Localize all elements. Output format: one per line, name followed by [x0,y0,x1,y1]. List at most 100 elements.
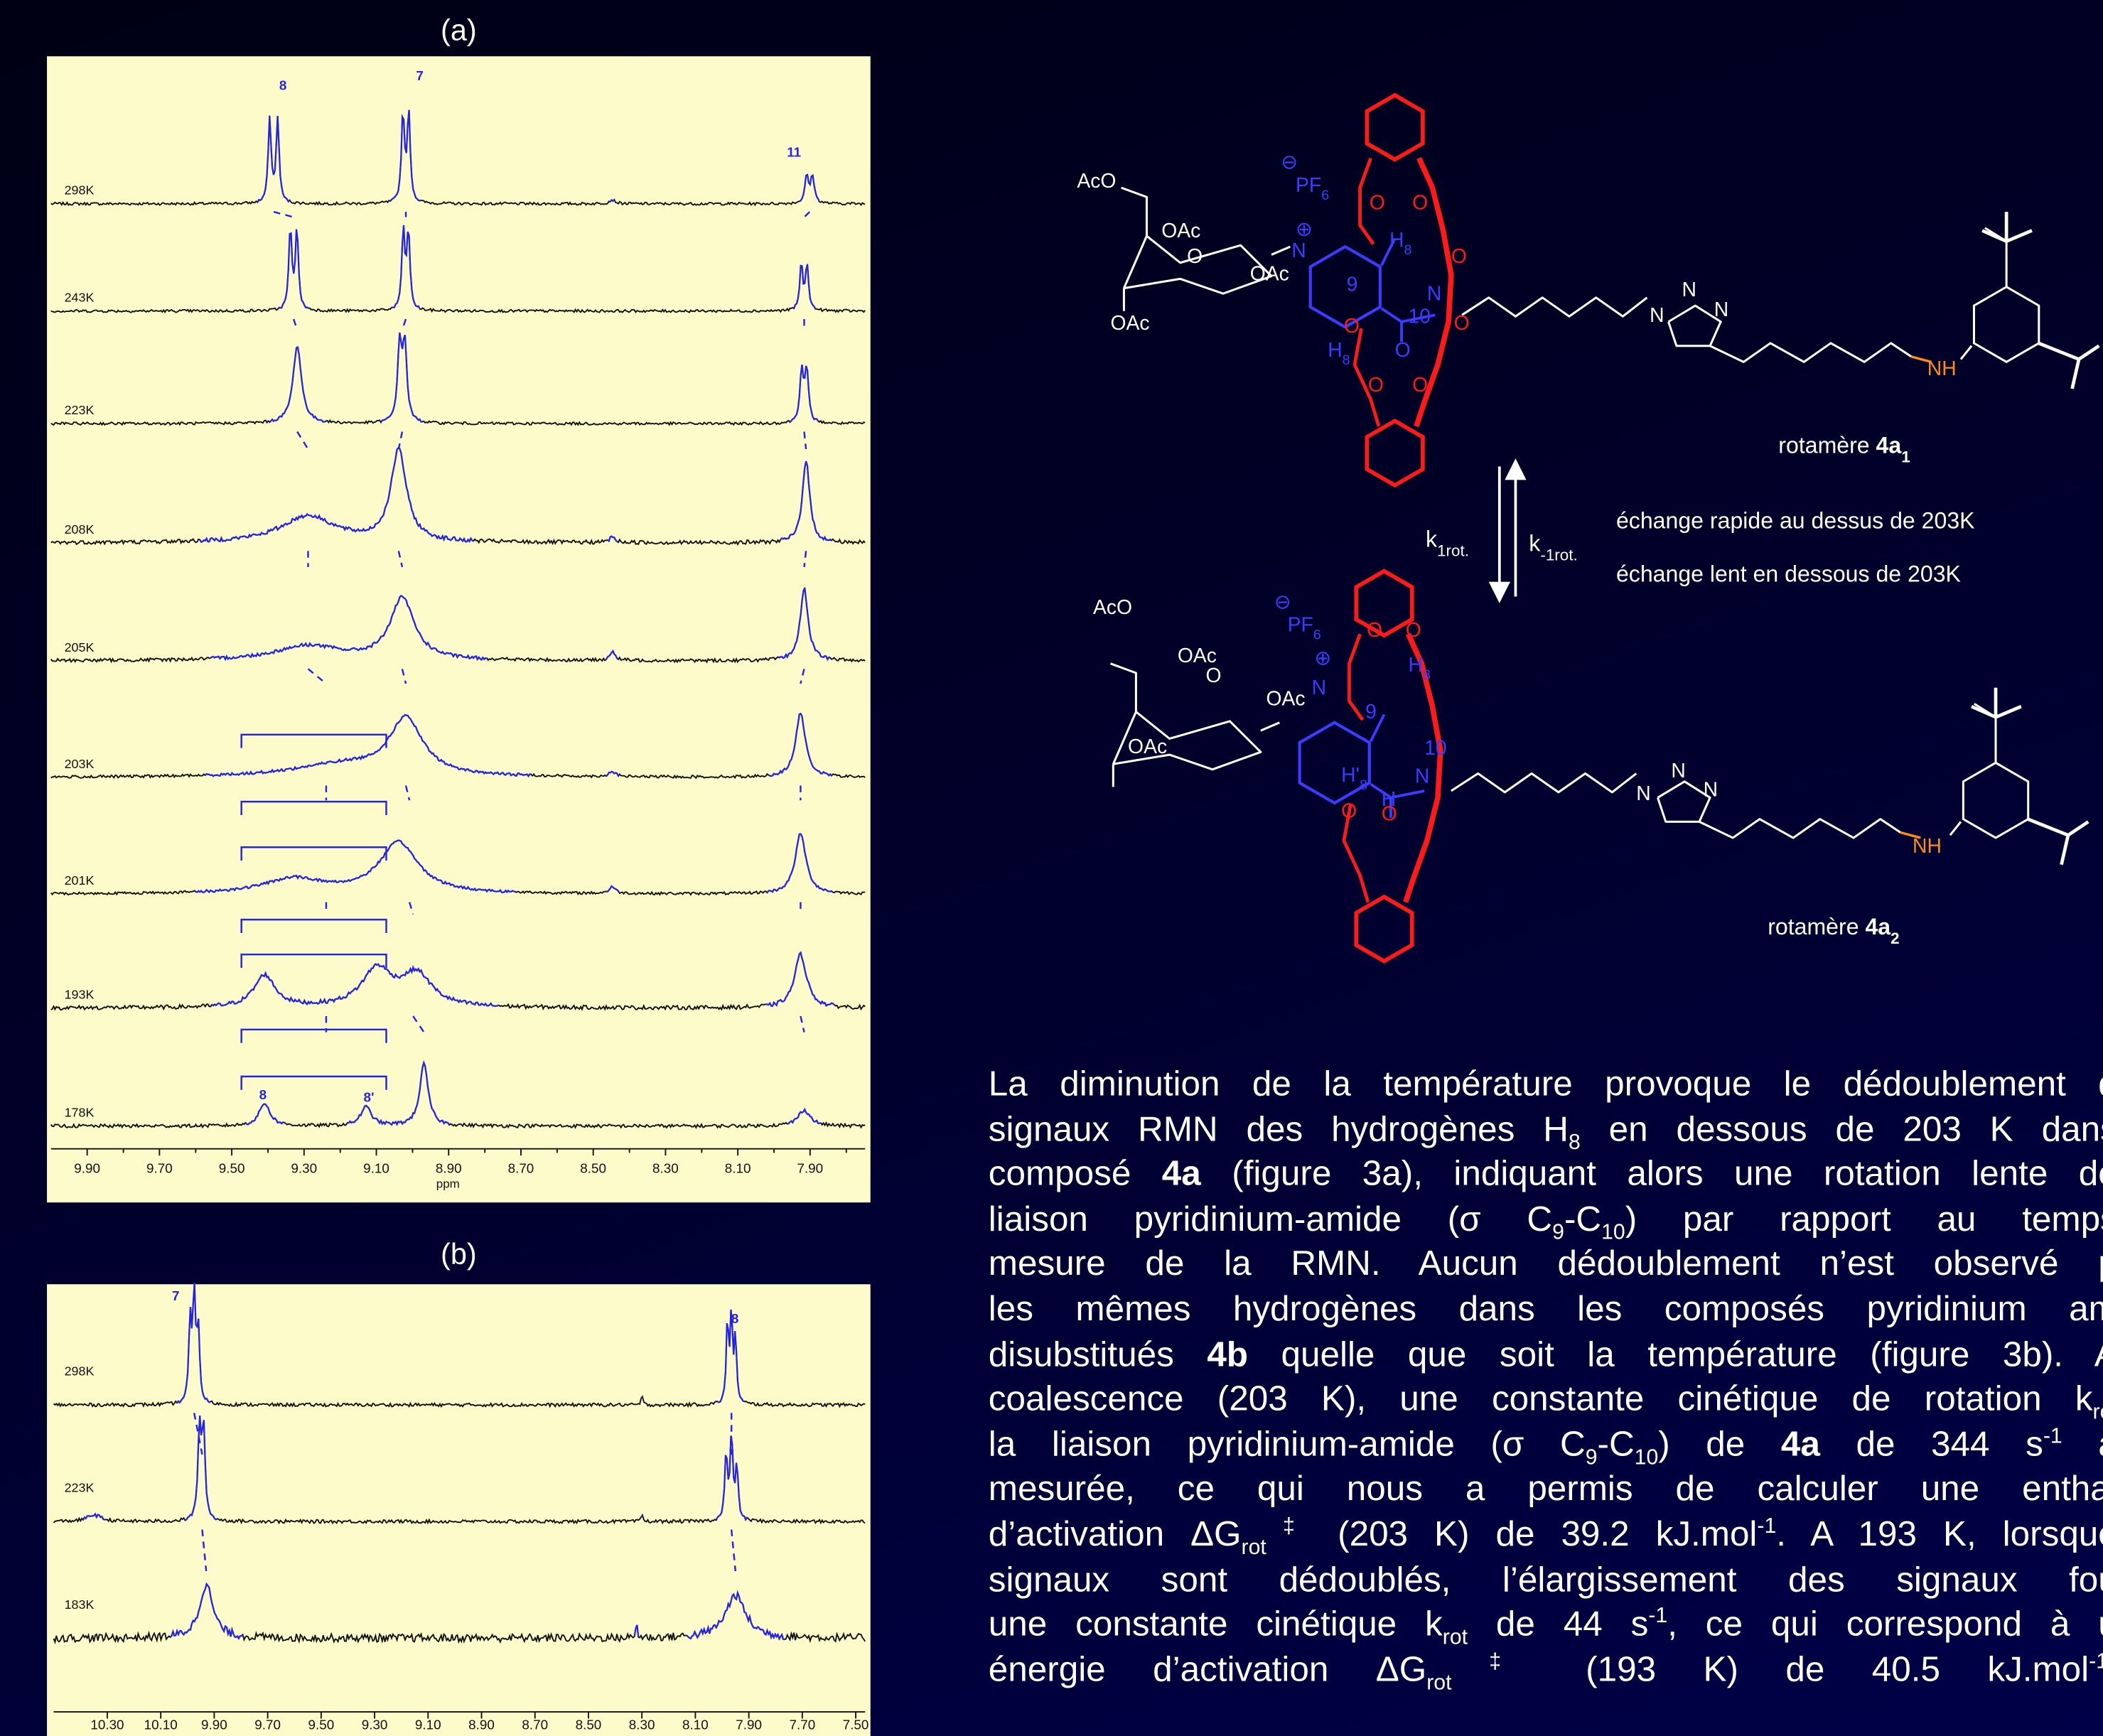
x-tick-label: 7.90 [797,1161,823,1176]
paragraph-text: (193 K) de 40.5 kJ.mol [1539,1649,2089,1689]
ring [1963,762,2028,838]
x-tick-label: 8.90 [468,1718,495,1732]
structure-label: OAc [1161,219,1200,242]
spectrum-panel-a [47,56,871,1202]
peak-label: 8 [279,77,287,92]
x-tick-label: 8.50 [576,1718,602,1732]
structure-label: 10 [1424,736,1446,759]
structure-label: OAc [1178,644,1217,667]
paragraph-text: 10 [1635,1446,1659,1469]
paragraph-text: 8 [1569,1131,1581,1154]
molecule [1122,95,2099,485]
label-text: 10 [1424,736,1446,759]
paragraph-line: disubstitués 4b quelle que soit la tempé… [989,1332,2103,1376]
paragraph-text: de 44 s [1468,1603,1648,1644]
x-tick-label: 8.70 [522,1718,548,1732]
alkyl-chain [1451,774,1636,792]
structure-label: O [1412,373,1428,396]
paragraph-line: signaux RMN des hydrogènes H8 en dessous… [989,1106,2103,1151]
temperature-label: 223K [65,403,95,417]
structure-label: NH [1913,834,1942,857]
slide: (a) (b) 298K243K223K208K205K203K201K193K… [0,0,2103,1736]
label-text: N [1291,239,1306,262]
ring [1356,571,1412,636]
label-text: N [1682,278,1696,301]
paragraph-line: mesurée, ce qui nous a permis de calcule… [989,1467,2103,1511]
label-text: N [1714,298,1728,320]
label-text: N [1427,282,1441,305]
x-tick-label: 9.50 [308,1718,334,1732]
structure-label: ⊕ [1314,647,1331,669]
structure-label: AcO [1093,595,1132,618]
tbutyl [1982,212,2099,389]
structure-label: ⊖ [1281,151,1298,173]
paragraph-text: coalescence (203 K), une constante cinét… [989,1379,2093,1419]
label-text: 10 [1408,305,1430,328]
paragraph-line: d’activation ΔGrot‡ (203 K) de 39.2 kJ.m… [989,1512,2103,1557]
x-tick-label: 9.50 [219,1161,245,1176]
paragraph-text: -1 [2089,1650,2103,1673]
bond [1111,664,1136,712]
page: html,body{margin:0;padding:0;} body{widt… [0,0,2103,1736]
structure-label: k1rot. [1426,527,1469,559]
label-sub: 8 [1360,777,1367,793]
temperature-label: 201K [65,873,95,888]
ring [1367,95,1423,160]
paragraph-text: -C [1564,1198,1601,1239]
temperature-label: 223K [65,1481,95,1495]
paragraph-text: La diminution de la température provoque… [989,1063,2103,1104]
structure-label: H8 [1389,228,1411,258]
paragraph-text: 4a [1162,1153,1201,1194]
paragraph: La diminution de la température provoque… [989,1062,2103,1692]
structure-label: O [1382,802,1397,825]
paragraph-text: 4b [1207,1333,1248,1374]
structure-label: O [1367,618,1382,641]
panel-label: (a) [441,14,477,47]
crown-ether [1349,634,1362,720]
paragraph-text: (203 K) de 39.2 kJ.mol [1311,1514,1757,1554]
label-text: ⊖ [1274,590,1291,613]
x-tick-label: 10.10 [144,1718,178,1732]
structure-label: 9 [1347,272,1358,295]
label-text: NH [1927,357,1957,379]
temperature-label: 243K [65,290,95,304]
label-text: N [1636,782,1650,804]
paragraph-text: , ce qui correspond à u [1667,1603,2103,1644]
structure-label: N [1714,298,1728,320]
x-tick-label: 7.50 [843,1718,869,1732]
structure-label: ⊕ [1296,217,1313,240]
temperature-label: 205K [65,640,95,654]
peak-label: 7 [172,1288,180,1303]
label-text: O [1187,244,1203,267]
x-tick-label: 7.90 [736,1718,762,1732]
triazole [1669,306,1721,346]
alkyl-chain [1462,298,1647,316]
label-text: N [1650,303,1664,326]
label-text: O [1370,190,1385,213]
label-text: OAc [1161,219,1200,242]
label-text: O [1412,373,1428,396]
label-text: OAc [1111,311,1150,334]
peak-label: 8' [363,1090,374,1105]
temperature-label: 298K [65,183,95,198]
paragraph-text: ‡ [1451,1650,1538,1673]
structure-label: rotamère 4a2 [1768,914,1899,947]
label-text: OAc [1178,644,1217,667]
x-tick-label: 9.70 [254,1718,281,1732]
bond [1950,821,1961,835]
x-tick-label: 8.90 [436,1161,462,1176]
structure-label: N [1415,765,1429,787]
paragraph-line: coalescence (203 K), une constante cinét… [989,1377,2103,1422]
label-text: O [1206,664,1222,686]
peak-label: 8 [259,1087,267,1102]
paragraph-text: composé [989,1153,1162,1194]
alkyl-chain [1710,343,1911,362]
x-tick-label: 8.50 [580,1161,606,1176]
structure-label: rotamère 4a1 [1778,433,1910,465]
label-text: N [1312,676,1326,699]
label-text: ⊕ [1296,217,1313,240]
label-sub: 8 [1404,242,1411,258]
x-tick-label: 9.90 [74,1161,100,1176]
paragraph-text: les mêmes hydrogènes dans les composés p… [989,1288,2103,1329]
label-text: k [1426,527,1438,552]
